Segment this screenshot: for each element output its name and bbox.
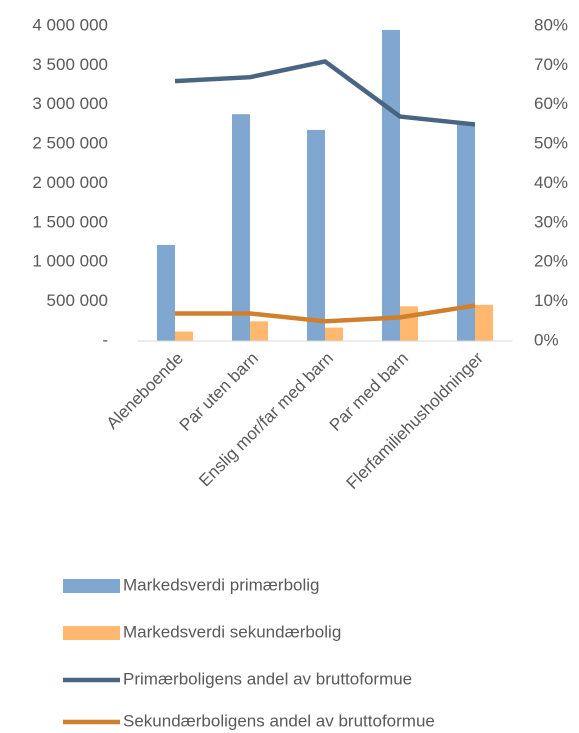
line [174,59,476,127]
y2-tick-label: 10% [534,291,568,310]
y-tick-label: 2 000 000 [32,173,108,192]
y2-tick-label: 60% [534,94,568,113]
y2-tick-label: 0% [534,330,559,349]
y-tick-label: 3 000 000 [32,94,108,113]
bar [175,331,193,341]
y-tick-label: 1 500 000 [32,212,108,231]
bar [475,304,493,341]
legend-label: Primærboligens andel av bruttoformue [123,669,412,688]
bar [382,29,400,341]
bar [457,123,475,342]
legend-swatch [63,626,120,640]
y2-tick-label: 70% [534,55,568,74]
y-tick-label: 500 000 [47,291,108,310]
y-tick-label: 4 000 000 [32,15,108,34]
legend-label: Sekundærboligens andel av bruttoformue [123,711,435,730]
x-tick-label: Enslig mor/far med barn [195,349,337,491]
x-tick-label: Flerfamiliehusholdninger [343,348,488,493]
y-tick-label: 3 500 000 [32,55,108,74]
bar [157,244,175,341]
bar [307,129,325,341]
bar [250,321,268,341]
y2-tick-label: 80% [534,15,568,34]
y-tick-label: - [102,330,108,349]
y2-tick-label: 20% [534,252,568,271]
bar [325,327,343,341]
legend-label: Markedsverdi sekundærbolig [123,622,341,641]
y-tick-label: 2 500 000 [32,134,108,153]
y2-tick-label: 30% [534,212,568,231]
legend-swatch [63,579,120,593]
line [175,303,476,324]
y2-tick-label: 50% [534,134,568,153]
legend-label: Markedsverdi primærbolig [123,575,320,594]
y2-tick-label: 40% [534,173,568,192]
y-tick-label: 1 000 000 [32,252,108,271]
x-tick-label: Aleneboende [103,349,187,433]
bar [232,114,250,341]
bar [400,306,418,341]
